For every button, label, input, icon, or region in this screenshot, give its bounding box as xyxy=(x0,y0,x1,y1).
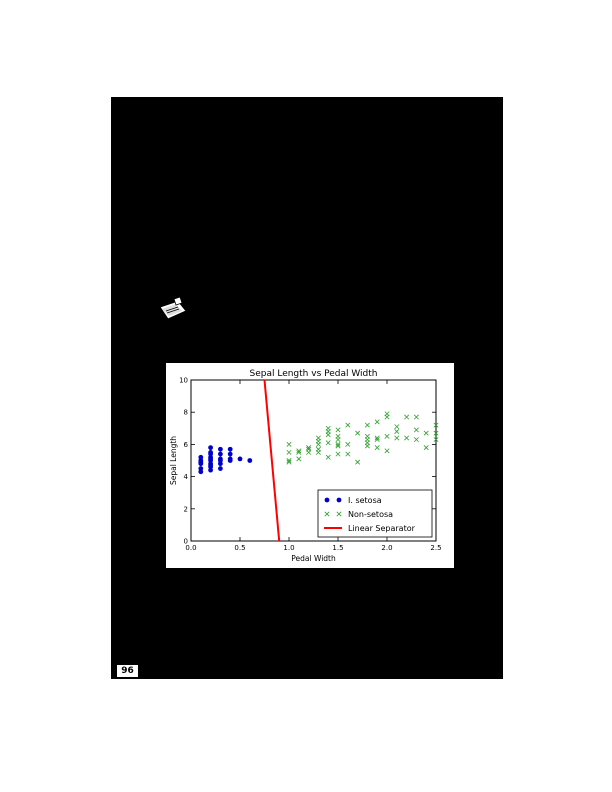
non-setosa-point xyxy=(413,437,419,443)
non-setosa-point xyxy=(355,430,361,436)
setosa-point xyxy=(218,466,223,471)
legend-box xyxy=(317,489,433,538)
non-setosa-point xyxy=(364,433,370,439)
non-setosa-point xyxy=(325,425,331,431)
setosa-point xyxy=(218,446,223,452)
non-setosa-point xyxy=(325,454,331,460)
setosa-point xyxy=(218,456,223,462)
setosa-point xyxy=(227,451,233,457)
non-setosa-point xyxy=(355,459,361,465)
legend-label: Linear Separator xyxy=(348,524,416,533)
non-setosa-point xyxy=(433,422,439,428)
non-setosa-point xyxy=(315,435,321,441)
non-setosa-point xyxy=(374,437,380,443)
setosa-point xyxy=(218,451,223,457)
non-setosa-point xyxy=(413,414,419,420)
non-setosa-point xyxy=(296,448,302,454)
x-tick-label: 2.5 xyxy=(430,544,441,552)
setosa-point xyxy=(237,456,243,462)
non-setosa-point xyxy=(335,427,341,433)
setosa-point xyxy=(247,458,253,463)
non-setosa-point xyxy=(296,456,302,462)
non-setosa-point xyxy=(296,449,302,455)
setosa-point xyxy=(198,454,204,460)
non-setosa-point xyxy=(423,445,429,451)
non-setosa-point xyxy=(384,448,390,454)
non-setosa-point xyxy=(374,419,380,425)
non-setosa-point xyxy=(286,441,292,447)
non-setosa-point xyxy=(384,411,390,417)
page-number: 96 xyxy=(117,665,138,677)
non-setosa-point xyxy=(374,445,380,451)
non-setosa-point xyxy=(345,441,351,447)
legend-dot-marker xyxy=(324,497,330,503)
non-setosa-point xyxy=(335,443,341,449)
non-setosa-point xyxy=(325,440,331,446)
x-tick-label: 0.5 xyxy=(234,544,245,552)
x-tick-label: 0.0 xyxy=(185,544,196,552)
non-setosa-point xyxy=(413,427,419,433)
non-setosa-point xyxy=(335,441,341,447)
y-tick-label: 10 xyxy=(179,377,188,385)
y-tick-label: 4 xyxy=(184,473,189,481)
non-setosa-point xyxy=(345,451,351,457)
non-setosa-point xyxy=(315,446,321,452)
linear-separator-line xyxy=(263,379,281,542)
x-tick-label: 2.0 xyxy=(381,544,392,552)
legend-label: Non-setosa xyxy=(348,510,393,519)
non-setosa-point xyxy=(384,433,390,439)
legend-x-marker xyxy=(336,511,342,517)
y-axis-label: Sepal Length xyxy=(169,436,178,485)
non-setosa-point xyxy=(374,435,380,441)
setosa-point xyxy=(227,456,233,462)
non-setosa-point xyxy=(394,435,400,441)
figure: Sepal Length vs Pedal Width 0.0 0.5 1.0 1.5 2… xyxy=(166,363,454,568)
y-tick-label: 6 xyxy=(184,441,189,449)
non-setosa-point xyxy=(306,446,312,452)
non-setosa-point xyxy=(364,422,370,428)
setosa-point xyxy=(198,466,204,471)
non-setosa-point xyxy=(335,433,341,439)
scatter-chart: Sepal Length vs Pedal Width 0.0 0.5 1.0 1.5 2… xyxy=(169,369,442,563)
non-setosa-point xyxy=(286,458,292,463)
non-setosa-point xyxy=(345,422,351,428)
non-setosa-point xyxy=(335,451,341,457)
non-setosa-point xyxy=(394,429,400,435)
y-tick-label: 0 xyxy=(184,538,188,546)
legend-dot-marker xyxy=(336,497,342,503)
chart-title: Sepal Length vs Pedal Width xyxy=(250,369,378,379)
y-tick-label: 8 xyxy=(184,409,188,417)
non-setosa-point xyxy=(404,435,410,441)
setosa-point xyxy=(227,446,233,452)
setosa-point xyxy=(208,450,213,455)
non-setosa-point xyxy=(306,445,312,451)
setosa-point xyxy=(208,445,213,451)
non-setosa-point xyxy=(286,459,292,465)
non-setosa-point xyxy=(433,430,439,436)
legend-x-marker xyxy=(324,511,330,517)
note-icon xyxy=(156,296,190,327)
x-tick-label: 1.5 xyxy=(332,544,343,552)
non-setosa-point xyxy=(404,414,410,420)
x-axis-label: Pedal Width xyxy=(291,554,336,563)
x-tick-label: 1.0 xyxy=(283,544,294,552)
legend-label: I. setosa xyxy=(348,496,382,505)
non-setosa-point xyxy=(433,437,439,443)
non-setosa-point xyxy=(286,449,292,455)
y-tick-label: 2 xyxy=(184,505,188,513)
non-setosa-point xyxy=(423,430,429,436)
non-setosa-point xyxy=(394,424,400,430)
